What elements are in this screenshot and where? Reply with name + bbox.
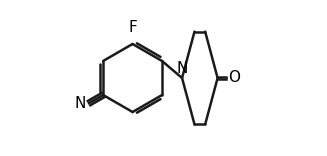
Text: F: F [128,20,137,35]
Text: O: O [228,71,240,85]
Text: N: N [74,96,86,111]
Text: N: N [177,61,188,76]
